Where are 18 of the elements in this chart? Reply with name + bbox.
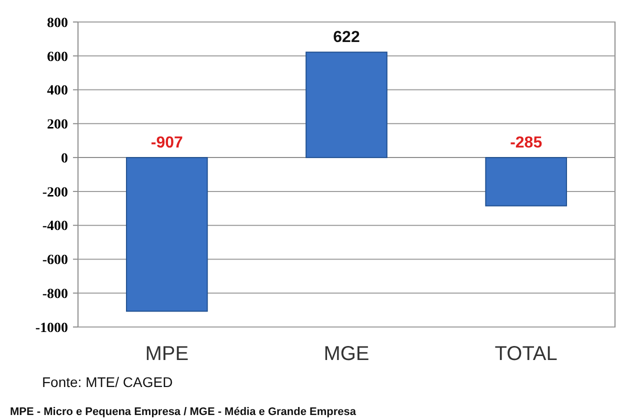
y-tick-label: -600 — [42, 253, 68, 268]
data-label: 622 — [333, 29, 360, 46]
data-label: -907 — [150, 134, 184, 152]
data-label: -285 — [510, 134, 542, 152]
y-tick-label: -200 — [42, 185, 68, 200]
y-tick-label: -400 — [42, 219, 68, 234]
source-note: Fonte: MTE/ CAGED — [42, 374, 173, 390]
text: MPE - Micro e Pequena Empresa / MGE - Média e Grande Empresa — [10, 406, 357, 418]
y-tick-label: 800 — [47, 16, 68, 31]
y-tick-label: 600 — [47, 50, 68, 65]
y-tick-label: -800 — [42, 287, 68, 302]
x-tick-label: TOTAL — [494, 343, 558, 365]
y-tick-label: 400 — [47, 84, 68, 99]
y-tick-label: -1000 — [35, 320, 68, 336]
y-tick-label: 0 — [61, 151, 68, 166]
x-tick-label: MGE — [324, 343, 370, 365]
y-tick-label: 200 — [47, 118, 68, 133]
x-tick-label: MPE — [145, 343, 189, 365]
